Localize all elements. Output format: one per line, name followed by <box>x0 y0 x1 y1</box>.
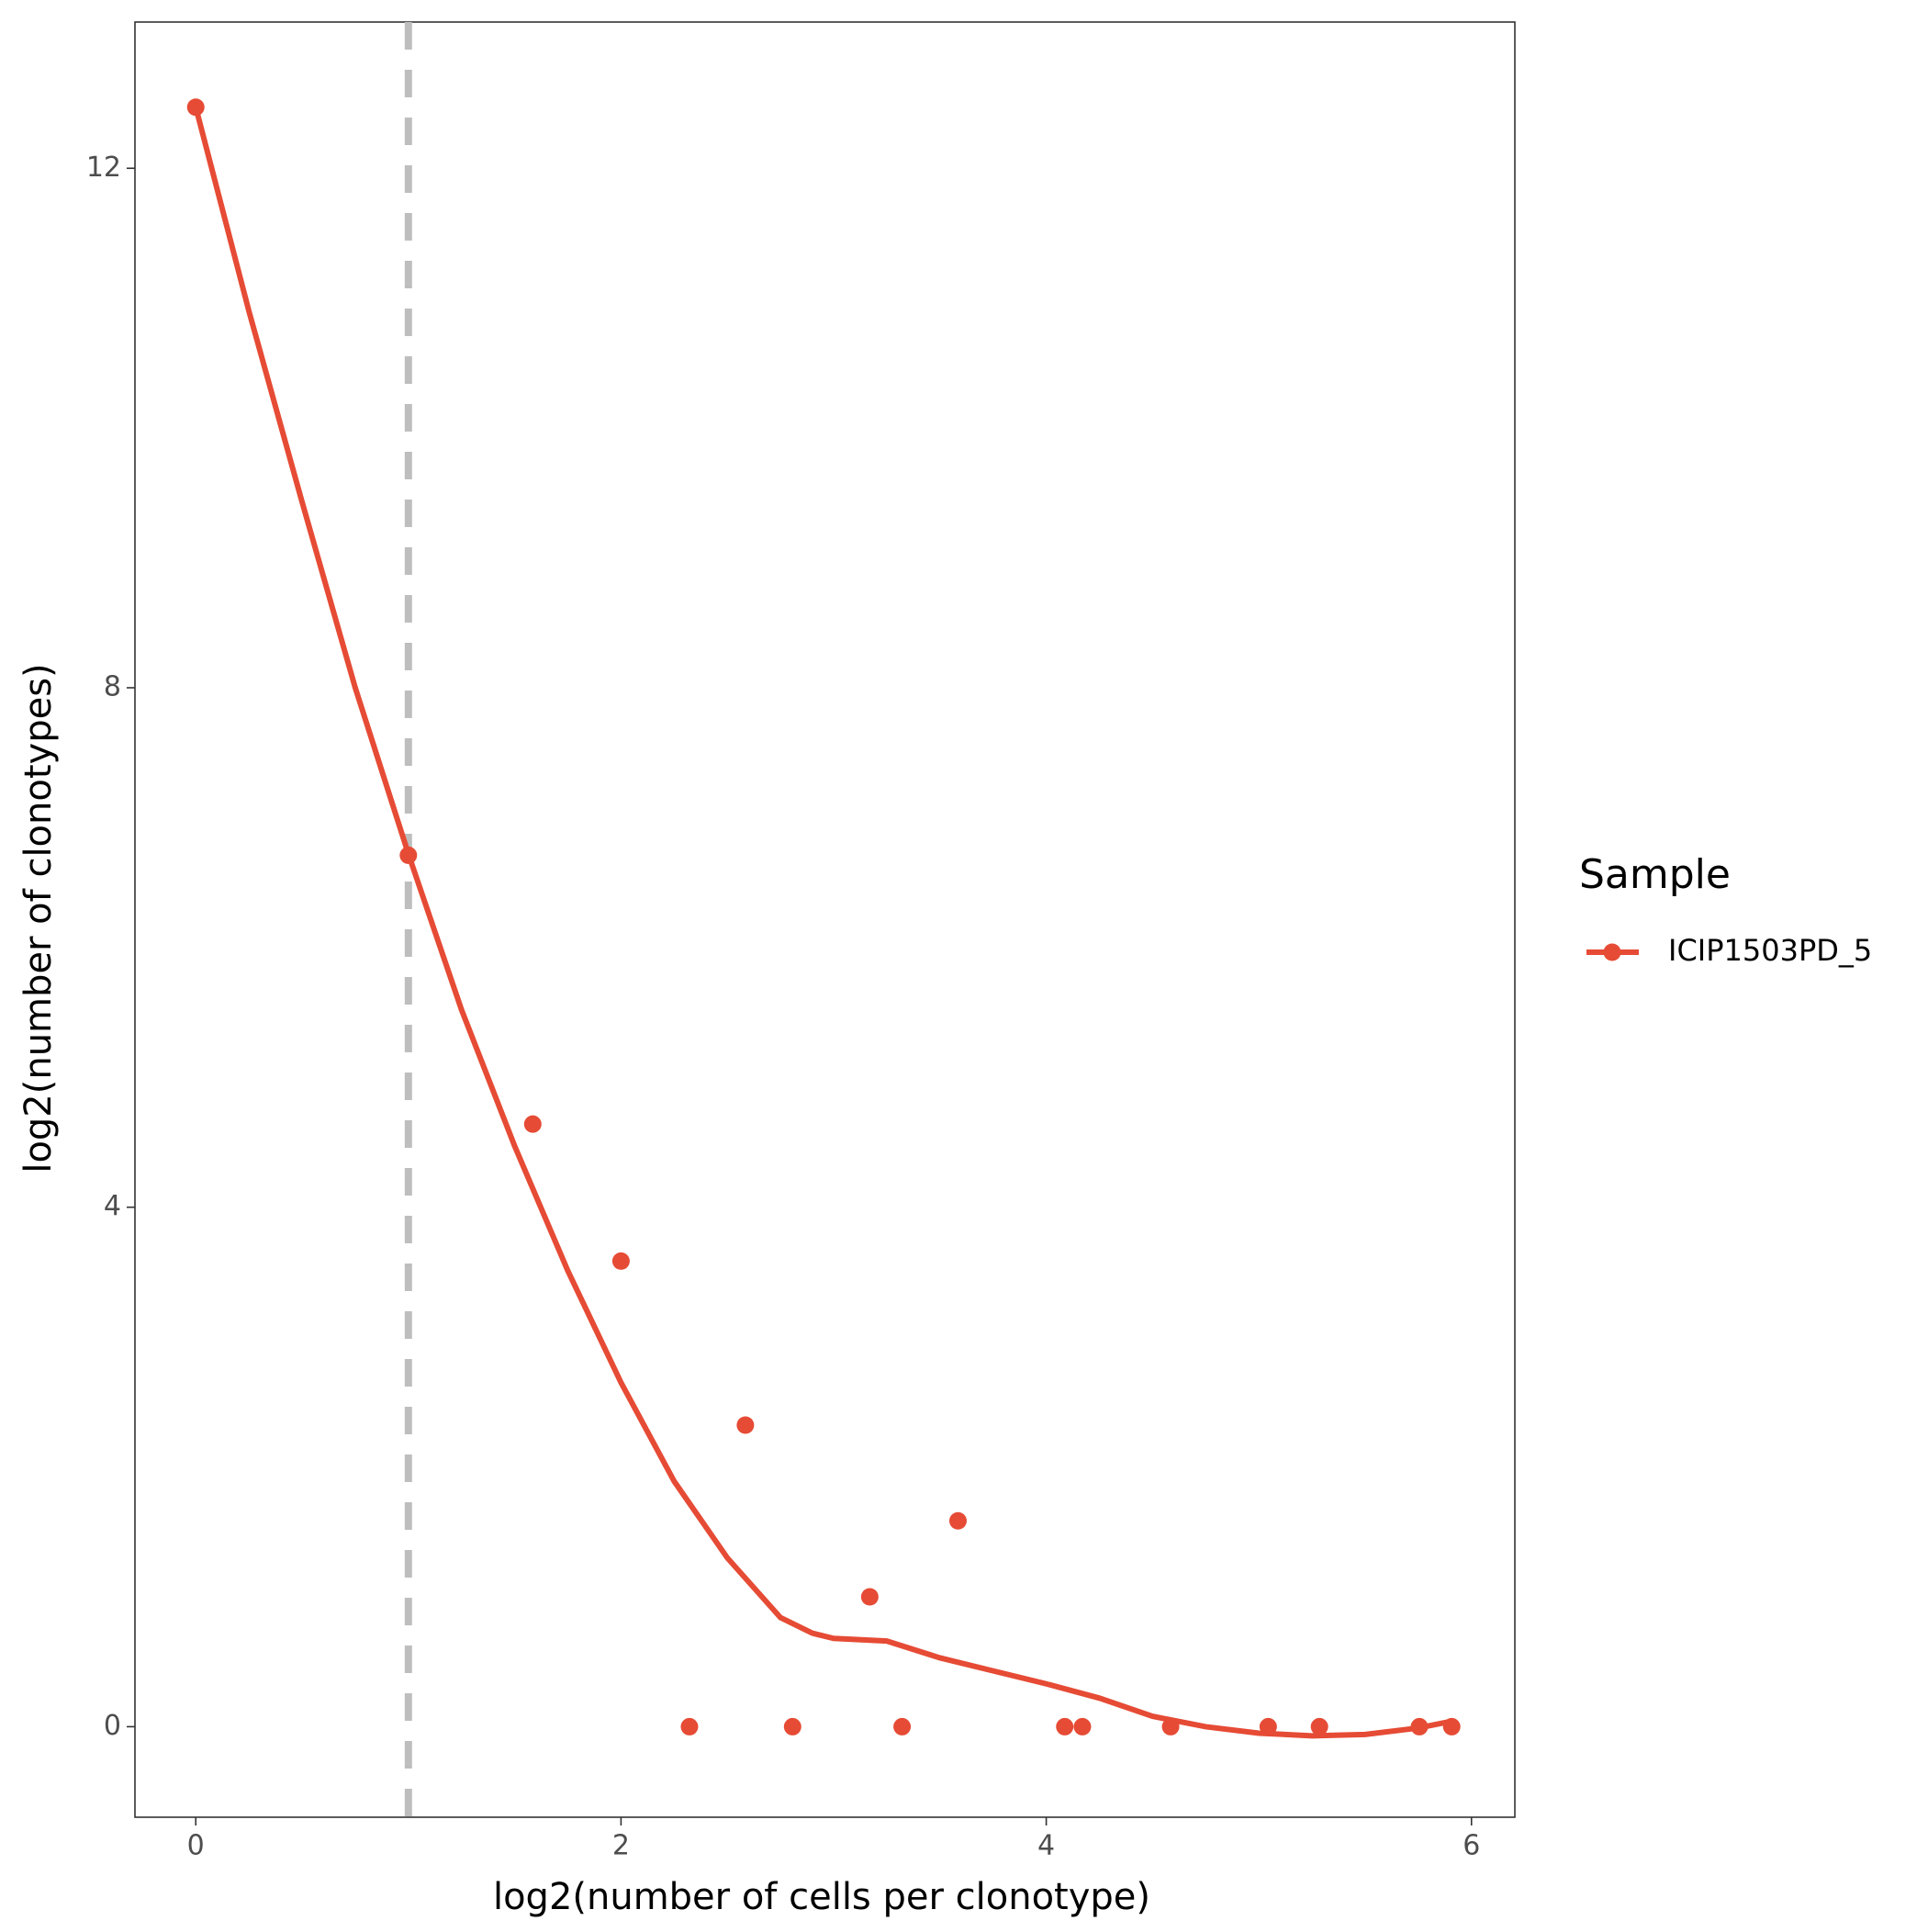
y-tick-label: 0 <box>104 1710 121 1742</box>
point <box>399 846 418 864</box>
point <box>736 1416 755 1434</box>
x-tick-label: 2 <box>612 1830 630 1862</box>
x-tick-label: 4 <box>1037 1830 1055 1862</box>
plot-panel <box>134 21 1516 1818</box>
point <box>893 1717 912 1735</box>
x-tick-label: 0 <box>187 1830 205 1862</box>
y-axis-title: log2(number of clonotypes) <box>17 663 60 1173</box>
point <box>1056 1717 1074 1735</box>
x-tick-label: 6 <box>1463 1830 1480 1862</box>
point <box>1259 1717 1277 1735</box>
point <box>523 1115 542 1133</box>
point <box>186 98 205 117</box>
legend-dot <box>1603 943 1621 961</box>
legend-title: Sample <box>1579 851 1731 898</box>
point <box>1161 1717 1180 1735</box>
y-tick-label: 8 <box>104 670 121 702</box>
point <box>680 1717 699 1735</box>
point <box>1310 1717 1328 1735</box>
y-tick-label: 4 <box>104 1190 121 1222</box>
smooth-line <box>193 107 1452 1739</box>
point <box>611 1252 630 1270</box>
point <box>860 1588 879 1606</box>
point <box>1442 1717 1461 1735</box>
point <box>948 1511 967 1530</box>
y-tick-label: 12 <box>86 152 121 184</box>
point <box>783 1717 801 1735</box>
point <box>1410 1717 1429 1735</box>
point <box>1073 1717 1092 1735</box>
legend-label: ICIP1503PD_5 <box>1668 933 1872 968</box>
x-axis-title: log2(number of cells per clonotype) <box>493 1876 1150 1918</box>
